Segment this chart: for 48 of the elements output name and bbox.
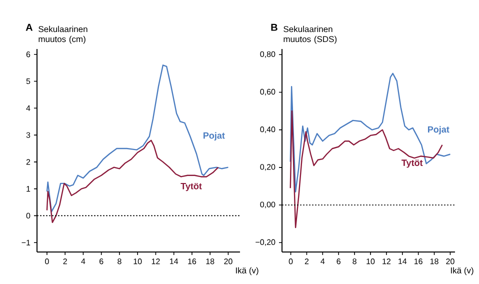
y-axis-title: Sekulaarinen muutos (SDS): [284, 26, 337, 44]
y-tick-label: 4: [26, 105, 30, 111]
line-series: [46, 64, 229, 212]
x-tick-label: 18: [430, 258, 438, 264]
x-tick-label: 14: [398, 258, 407, 264]
y-tick-label: 0,40: [260, 126, 276, 134]
chart-title: B: [271, 24, 278, 31]
y-tick-label: 0,20: [260, 164, 276, 171]
y-tick-label: 0: [26, 212, 30, 219]
x-tick-label: 4: [81, 258, 86, 264]
x-tick-label: 20: [224, 258, 232, 264]
y-axis-title: Sekulaarinen muutos (cm): [38, 26, 88, 44]
x-tick-label: 16: [188, 258, 196, 264]
x-tick-label: 16: [414, 258, 422, 264]
y-tick-label: 1: [26, 186, 30, 192]
y-tick-label: 2: [26, 159, 30, 165]
y-tick-label: −1: [22, 240, 30, 246]
x-tick-label: 6: [100, 258, 104, 264]
x-tick-label: 4: [320, 258, 325, 264]
x-tick-label: 18: [206, 258, 214, 264]
x-axis-title: Ikä (v): [450, 267, 474, 276]
y-tick-label: 0,80: [260, 51, 276, 58]
x-tick-label: 6: [336, 258, 340, 264]
y-tick-label: 0,00: [260, 202, 276, 208]
x-tick-label: 2: [63, 258, 67, 264]
x-tick-label: 10: [134, 258, 142, 264]
series-label: Pojat: [204, 132, 225, 140]
x-axis-title: Ikä (v): [236, 267, 258, 276]
x-tick-label: 8: [118, 258, 122, 264]
x-tick-label: 8: [352, 258, 356, 264]
x-tick-label: 12: [382, 258, 390, 264]
x-tick-label: 20: [446, 258, 454, 264]
y-tick-label: −0,20: [256, 239, 276, 246]
x-tick-label: 12: [152, 258, 160, 264]
x-tick-label: 0: [45, 258, 49, 264]
y-tick-label: 6: [26, 52, 30, 58]
series-label: Tytöt: [180, 182, 202, 192]
y-tick-label: 3: [26, 132, 30, 138]
chart-title: A: [26, 24, 33, 31]
x-tick-label: 14: [170, 258, 178, 264]
y-tick-label: 0,60: [260, 88, 276, 96]
line-series: [46, 140, 219, 224]
x-tick-label: 0: [288, 258, 293, 264]
y-tick-label: 5: [26, 78, 30, 84]
series-label: Pojat: [428, 126, 450, 134]
series-label: Tytöt: [402, 160, 423, 168]
x-tick-label: 2: [304, 258, 309, 264]
x-tick-label: 10: [366, 258, 375, 264]
